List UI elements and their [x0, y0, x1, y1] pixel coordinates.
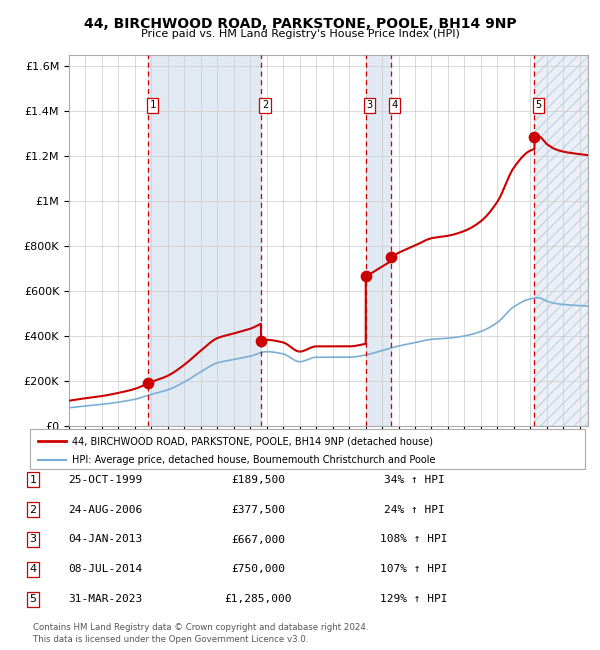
Text: 31-MAR-2023: 31-MAR-2023 — [68, 594, 142, 604]
Text: 34% ↑ HPI: 34% ↑ HPI — [383, 474, 445, 485]
Text: Contains HM Land Registry data © Crown copyright and database right 2024.: Contains HM Land Registry data © Crown c… — [33, 623, 368, 632]
Text: 25-OCT-1999: 25-OCT-1999 — [68, 474, 142, 485]
Point — [386, 252, 395, 263]
Text: 2: 2 — [29, 504, 37, 515]
Bar — [535, 55, 588, 426]
Text: 107% ↑ HPI: 107% ↑ HPI — [380, 564, 448, 575]
Text: This data is licensed under the Open Government Licence v3.0.: This data is licensed under the Open Gov… — [33, 634, 308, 644]
Text: 5: 5 — [29, 594, 37, 604]
Text: 24-AUG-2006: 24-AUG-2006 — [68, 504, 142, 515]
Text: Price paid vs. HM Land Registry's House Price Index (HPI): Price paid vs. HM Land Registry's House … — [140, 29, 460, 39]
Text: 44, BIRCHWOOD ROAD, PARKSTONE, POOLE, BH14 9NP: 44, BIRCHWOOD ROAD, PARKSTONE, POOLE, BH… — [83, 17, 517, 31]
FancyBboxPatch shape — [30, 429, 585, 469]
Text: 24% ↑ HPI: 24% ↑ HPI — [383, 504, 445, 515]
Text: £750,000: £750,000 — [231, 564, 285, 575]
Text: £189,500: £189,500 — [231, 474, 285, 485]
Bar — [148, 55, 261, 426]
Text: 3: 3 — [367, 100, 373, 110]
Text: 2: 2 — [262, 100, 268, 110]
Point — [256, 336, 266, 346]
Text: 1: 1 — [149, 100, 155, 110]
Text: HPI: Average price, detached house, Bournemouth Christchurch and Poole: HPI: Average price, detached house, Bour… — [71, 456, 435, 465]
Text: 44, BIRCHWOOD ROAD, PARKSTONE, POOLE, BH14 9NP (detached house): 44, BIRCHWOOD ROAD, PARKSTONE, POOLE, BH… — [71, 436, 433, 446]
Text: 4: 4 — [391, 100, 398, 110]
Point — [143, 378, 153, 389]
Text: 4: 4 — [29, 564, 37, 575]
Text: 08-JUL-2014: 08-JUL-2014 — [68, 564, 142, 575]
Text: 129% ↑ HPI: 129% ↑ HPI — [380, 594, 448, 604]
Text: £667,000: £667,000 — [231, 534, 285, 545]
Text: 5: 5 — [535, 100, 542, 110]
Point — [530, 132, 539, 142]
Bar — [366, 55, 391, 426]
Point — [361, 271, 371, 281]
Text: £1,285,000: £1,285,000 — [224, 594, 292, 604]
Text: 1: 1 — [29, 474, 37, 485]
Text: £377,500: £377,500 — [231, 504, 285, 515]
Text: 3: 3 — [29, 534, 37, 545]
Text: 04-JAN-2013: 04-JAN-2013 — [68, 534, 142, 545]
Text: 108% ↑ HPI: 108% ↑ HPI — [380, 534, 448, 545]
